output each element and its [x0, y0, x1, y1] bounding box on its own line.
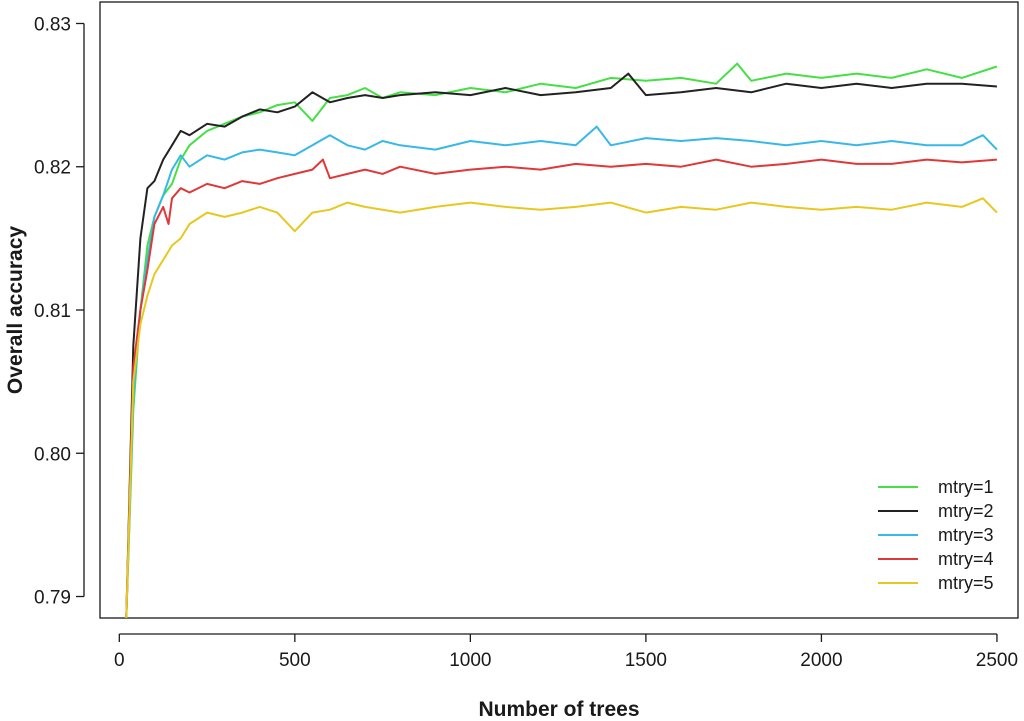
series-layer [125, 62, 998, 618]
legend-label: mtry=4 [938, 549, 994, 569]
x-tick-label: 1500 [625, 650, 667, 671]
x-tick-label: 500 [279, 650, 311, 671]
series-line-3 [125, 125, 998, 618]
x-tick-label: 2000 [800, 650, 842, 671]
x-axis: 0 500 1000 1500 2000 2500 [114, 633, 1018, 671]
y-tick-label: 0.81 [34, 301, 71, 322]
y-tick-label: 0.82 [34, 158, 71, 179]
series-line-1 [125, 62, 998, 618]
legend: mtry=1 mtry=2 mtry=3 mtry=4 mtry=5 [878, 477, 994, 593]
y-axis: 0.79 0.80 0.81 0.82 0.83 [34, 14, 85, 609]
y-axis-title: Overall accuracy [4, 226, 27, 394]
x-axis-title: Number of trees [478, 698, 639, 721]
y-tick-label: 0.79 [34, 588, 71, 609]
x-tick-label: 1000 [449, 650, 491, 671]
x-tick-label: 0 [114, 650, 125, 671]
legend-label: mtry=2 [938, 501, 994, 521]
x-tick-label: 2500 [976, 650, 1018, 671]
y-tick-label: 0.83 [34, 14, 71, 35]
plot-frame [99, 1, 1019, 619]
series-line-4 [125, 158, 997, 618]
series-line-5 [125, 197, 998, 618]
series-line-2 [125, 72, 997, 618]
legend-label: mtry=3 [938, 525, 994, 545]
y-tick-label: 0.80 [34, 444, 71, 465]
legend-label: mtry=1 [938, 477, 994, 497]
legend-label: mtry=5 [938, 573, 994, 593]
